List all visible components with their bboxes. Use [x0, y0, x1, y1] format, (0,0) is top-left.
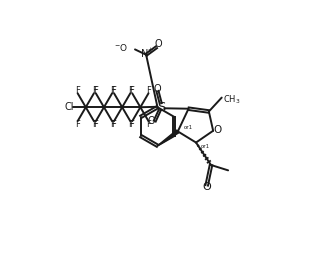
Text: F: F	[129, 86, 134, 95]
Text: O: O	[153, 84, 161, 94]
Text: F: F	[92, 120, 97, 129]
Text: F: F	[92, 86, 97, 95]
Text: F: F	[128, 86, 133, 95]
Text: F: F	[93, 120, 98, 129]
Text: F: F	[128, 120, 133, 129]
Text: $^{-}$O: $^{-}$O	[114, 42, 129, 53]
Text: F: F	[93, 86, 98, 95]
Text: O: O	[155, 39, 162, 49]
Text: F: F	[110, 86, 115, 95]
Polygon shape	[157, 130, 179, 146]
Text: F: F	[75, 86, 80, 95]
Text: N$^{+}$: N$^{+}$	[140, 47, 154, 60]
Text: or1: or1	[184, 125, 193, 130]
Text: F: F	[110, 120, 115, 129]
Text: F: F	[75, 120, 80, 129]
Text: F: F	[146, 86, 151, 95]
Text: O: O	[213, 125, 222, 135]
Text: F: F	[129, 120, 134, 129]
Text: Cl: Cl	[64, 102, 74, 112]
Text: F: F	[111, 86, 116, 95]
Text: F: F	[111, 120, 116, 129]
Text: or1: or1	[201, 144, 210, 149]
Text: S: S	[157, 101, 166, 114]
Text: O: O	[202, 182, 211, 192]
Text: CH$_3$: CH$_3$	[224, 93, 241, 106]
Text: O: O	[147, 116, 155, 126]
Text: F: F	[146, 120, 151, 129]
